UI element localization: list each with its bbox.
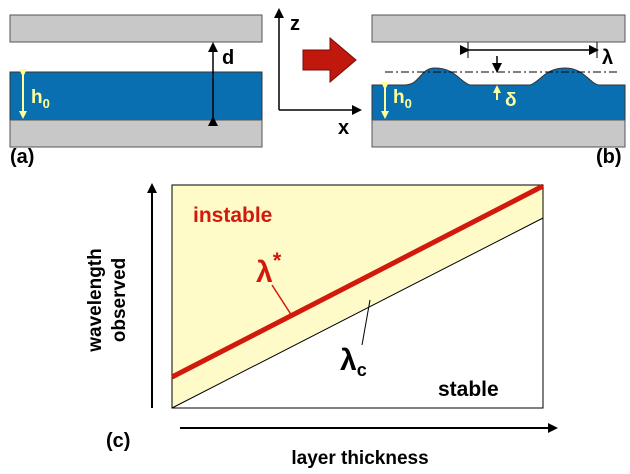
- diagram: d h0 (a) z x λ δ h0 (b) instable λ* λc s…: [0, 0, 630, 469]
- panel-label: (b): [596, 146, 622, 168]
- x-label: x: [338, 117, 349, 139]
- stable-label: stable: [438, 378, 499, 401]
- y-axis-label: observed: [109, 258, 130, 342]
- panel-label: (c): [106, 430, 130, 452]
- transition-arrow: [303, 38, 356, 82]
- y-axis-label: wavelength: [85, 248, 106, 352]
- panel-label: (a): [10, 146, 34, 168]
- film-sub: 0: [405, 96, 412, 111]
- lambda-c-base: λ: [340, 344, 357, 377]
- lambda-star-sup: *: [273, 248, 282, 273]
- gap-label: d: [222, 47, 234, 69]
- plot-c: instable λ* λc stable wavelength observe…: [85, 185, 556, 469]
- film-sub: 0: [43, 96, 50, 111]
- wavelength-label: λ: [602, 47, 613, 69]
- panel-b: λ δ h0 (b): [372, 15, 625, 168]
- z-label: z: [290, 13, 300, 35]
- lambda-c-sub: c: [357, 360, 367, 380]
- x-axis-label: layer thickness: [291, 448, 428, 469]
- panel-a: d h0 (a): [10, 15, 262, 168]
- film-base: h: [31, 87, 43, 108]
- film-base: h: [393, 87, 405, 108]
- unstable-label: instable: [193, 204, 272, 227]
- lambda-star-base: λ: [256, 256, 273, 289]
- axes: z x: [279, 10, 360, 139]
- amplitude-label: δ: [505, 90, 517, 111]
